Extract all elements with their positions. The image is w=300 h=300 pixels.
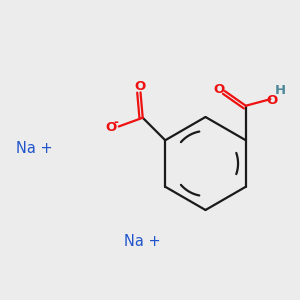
Text: O: O	[214, 83, 225, 96]
Text: O: O	[106, 121, 117, 134]
Text: O: O	[134, 80, 145, 93]
Text: Na +: Na +	[16, 141, 53, 156]
Text: H: H	[275, 84, 286, 97]
Text: Na +: Na +	[124, 234, 161, 249]
Text: -: -	[113, 116, 118, 129]
Text: O: O	[266, 94, 278, 106]
